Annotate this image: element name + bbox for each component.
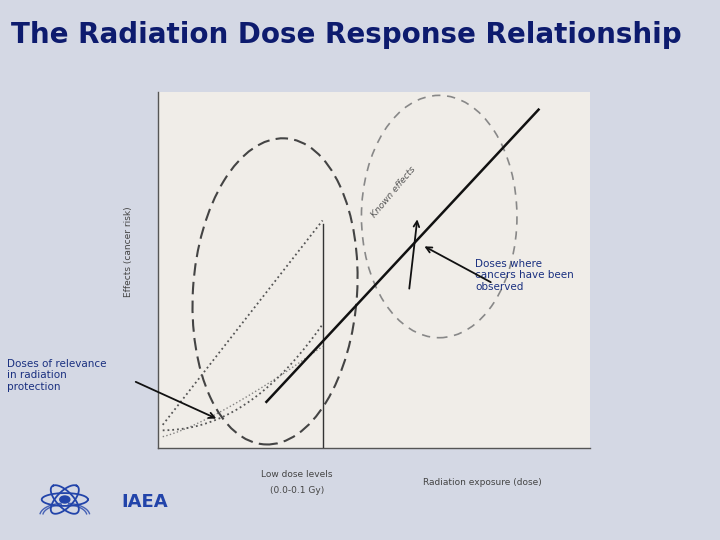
Text: IAEA: IAEA <box>122 494 168 511</box>
Text: (0.0-0.1 Gy): (0.0-0.1 Gy) <box>269 486 324 495</box>
Text: Radiation exposure (dose): Radiation exposure (dose) <box>423 478 541 487</box>
Text: Effects (cancer risk): Effects (cancer risk) <box>124 207 132 298</box>
Text: Low dose levels: Low dose levels <box>261 470 333 479</box>
Text: The Radiation Dose Response Relationship: The Radiation Dose Response Relationship <box>11 21 681 49</box>
Text: Doses of relevance
in radiation
protection: Doses of relevance in radiation protecti… <box>7 359 107 392</box>
Circle shape <box>60 496 70 503</box>
Text: Doses where
cancers have been
observed: Doses where cancers have been observed <box>475 259 574 292</box>
Text: Known effects: Known effects <box>370 164 418 219</box>
